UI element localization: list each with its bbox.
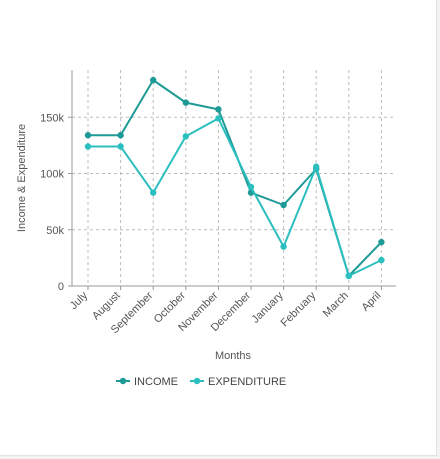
axes <box>71 70 396 287</box>
data-point[interactable] <box>215 115 222 122</box>
x-tick-label: February <box>279 289 319 329</box>
legend-item-income[interactable]: INCOME <box>116 376 178 388</box>
x-axis-title: Months <box>215 350 252 362</box>
series-expenditure <box>84 115 385 280</box>
y-tick-label: 0 <box>58 281 64 293</box>
grid <box>72 70 396 286</box>
data-point[interactable] <box>378 238 385 246</box>
data-point[interactable] <box>182 99 189 106</box>
data-point[interactable] <box>280 201 287 209</box>
data-point[interactable] <box>117 132 124 139</box>
y-tick-labels: 0 50k 100k 150k <box>40 112 72 293</box>
data-point[interactable] <box>247 183 255 191</box>
legend-label: INCOME <box>134 376 178 388</box>
data-point[interactable] <box>150 76 157 84</box>
data-point[interactable] <box>84 132 92 139</box>
data-point[interactable] <box>345 272 352 280</box>
data-point[interactable] <box>150 189 157 196</box>
legend: INCOME EXPENDITURE <box>116 376 286 388</box>
y-tick-label: 100k <box>40 169 64 181</box>
data-point[interactable] <box>84 143 92 150</box>
x-tick-labels: July AugustSeptemberOctoberNovemberDecemb… <box>68 286 384 336</box>
x-tick-label: July <box>68 289 91 312</box>
data-point[interactable] <box>378 256 385 264</box>
data-point[interactable] <box>182 133 189 140</box>
x-tick-label: March <box>321 290 351 320</box>
y-tick-label: 150k <box>40 112 64 124</box>
x-tick-label: April <box>359 290 383 314</box>
legend-marker <box>193 377 201 385</box>
series-line <box>88 117 382 277</box>
series <box>84 76 385 280</box>
legend-item-expenditure[interactable]: EXPENDITURE <box>190 376 286 388</box>
data-point[interactable] <box>117 143 124 150</box>
legend-marker <box>119 377 127 385</box>
data-point[interactable] <box>215 106 222 113</box>
series-income <box>84 76 385 280</box>
data-point[interactable] <box>280 243 287 250</box>
y-tick-label: 50k <box>46 225 64 237</box>
series-line <box>88 79 383 277</box>
y-axis-title: Income & Expenditure <box>16 124 28 232</box>
data-point[interactable] <box>313 163 320 170</box>
legend-label: EXPENDITURE <box>208 376 286 388</box>
